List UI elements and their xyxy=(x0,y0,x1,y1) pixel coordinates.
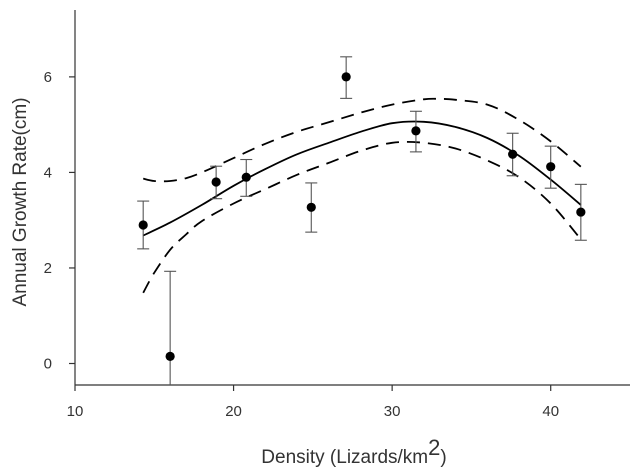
data-points xyxy=(137,56,587,385)
y-tick-label: 6 xyxy=(44,69,52,86)
x-axis-title-main: Density (Lizards/km xyxy=(261,447,428,468)
data-point xyxy=(411,126,421,136)
data-point-group xyxy=(305,182,318,233)
curves xyxy=(142,97,582,294)
x-axis-title: Density (Lizards/km2) xyxy=(261,435,446,468)
data-point-group xyxy=(340,56,353,99)
data-point-group xyxy=(574,183,587,241)
data-point-group xyxy=(210,165,223,200)
lower-confidence-band xyxy=(142,141,582,294)
data-point-group xyxy=(164,270,177,385)
x-tick-label: 40 xyxy=(542,403,559,420)
data-point-group xyxy=(544,145,557,189)
y-tick-label: 2 xyxy=(44,260,52,277)
x-tick-label: 10 xyxy=(67,403,84,420)
x-axis-title-close: ) xyxy=(440,447,446,468)
regression-fit-line xyxy=(142,120,582,237)
data-point-group xyxy=(240,158,253,197)
data-point xyxy=(576,207,586,217)
axes xyxy=(74,10,630,386)
data-point xyxy=(165,351,175,361)
upper-confidence-band xyxy=(142,97,582,183)
y-axis-title: Annual Growth Rate(cm) xyxy=(10,97,31,306)
y-tick-label: 0 xyxy=(44,356,52,373)
ticks: 10 20 30 40 0 2 4 6 xyxy=(44,69,559,420)
data-point xyxy=(546,162,556,172)
data-point xyxy=(341,72,351,82)
data-point xyxy=(211,177,221,187)
data-point xyxy=(138,220,148,230)
data-point-group xyxy=(506,132,519,177)
x-tick-label: 30 xyxy=(384,403,401,420)
data-point-group xyxy=(409,110,422,153)
x-tick-label: 20 xyxy=(225,403,242,420)
data-point xyxy=(306,202,316,212)
data-point xyxy=(508,149,518,159)
data-point-group xyxy=(137,200,150,250)
y-tick-label: 4 xyxy=(44,164,52,181)
x-axis-title-superscript: 2 xyxy=(428,435,440,460)
data-point xyxy=(241,172,251,182)
